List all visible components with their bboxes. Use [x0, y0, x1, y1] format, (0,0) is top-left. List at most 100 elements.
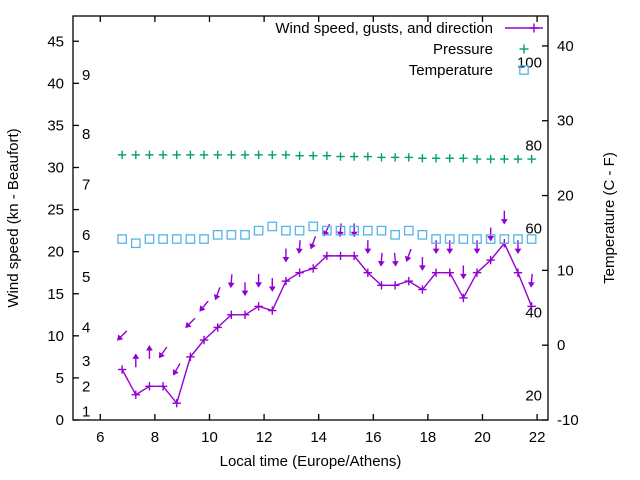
x-tick-label: 10 — [201, 429, 218, 446]
temperature-point — [376, 225, 387, 236]
temperature-point — [485, 234, 496, 244]
y2-tick-label: 30 — [557, 113, 574, 130]
wind-direction-arrow-head — [172, 369, 179, 376]
temperature-point — [499, 234, 510, 244]
beaufort-label: 3 — [82, 353, 90, 370]
beaufort-label: 1 — [82, 404, 90, 421]
wind-direction-arrow-head — [185, 321, 192, 328]
y2-tick-label: 40 — [557, 38, 574, 55]
y-axis-title: Wind speed (kn - Beaufort) — [5, 128, 22, 307]
y-tick-label: 15 — [47, 286, 64, 303]
wind-direction-arrow-head — [336, 231, 344, 238]
wind-direction-arrow-head — [309, 243, 316, 250]
beaufort-label: 5 — [82, 269, 90, 286]
y-tick-label: 35 — [47, 117, 64, 134]
beaufort-label: 6 — [82, 227, 90, 244]
wind-direction-arrow-head — [432, 248, 440, 254]
temperature-point — [199, 234, 209, 244]
wind-direction-arrow-head — [227, 282, 235, 289]
legend-marker-temperature — [519, 65, 529, 75]
legend-label-1: Pressure — [433, 41, 493, 58]
x-tick-label: 22 — [529, 429, 546, 446]
wind-direction-arrow-head — [459, 273, 467, 280]
wind-direction-arrow-head — [364, 248, 372, 254]
y-tick-label: 0 — [56, 412, 64, 429]
temperature-point — [130, 238, 141, 249]
temperature-point — [294, 225, 305, 236]
legend-label-0: Wind speed, gusts, and direction — [275, 20, 493, 37]
x-tick-label: 18 — [420, 429, 437, 446]
wind-direction-arrow-head — [487, 235, 495, 242]
fahrenheit-label: 60 — [525, 220, 542, 237]
wind-speed-line — [121, 241, 533, 405]
legend-label-2: Temperature — [409, 62, 493, 79]
wind-direction-arrow-head — [500, 219, 508, 225]
wind-direction-arrow-head — [377, 260, 385, 267]
temperature-point — [308, 221, 319, 232]
x-tick-label: 12 — [256, 429, 273, 446]
beaufort-label: 4 — [82, 319, 90, 336]
temperature-point — [362, 225, 373, 236]
temperature-point — [335, 225, 346, 236]
temperature-point — [513, 234, 523, 244]
plot-frame — [72, 15, 549, 421]
y-tick-label: 10 — [47, 328, 64, 345]
x-axis-title: Local time (Europe/Athens) — [220, 453, 402, 470]
temperature-point — [390, 229, 400, 240]
wind-direction-arrow-head — [117, 334, 124, 341]
y-tick-label: 40 — [47, 75, 64, 92]
wind-direction-arrow-head — [213, 294, 221, 301]
temperature-point — [349, 225, 360, 236]
x-tick-label: 16 — [365, 429, 382, 446]
wind-direction-arrow-head — [132, 353, 140, 359]
temperature-point — [212, 229, 223, 240]
y2-axis-title: Temperature (C - F) — [601, 152, 618, 284]
wind-direction-arrow-head — [528, 281, 535, 288]
y-tick-label: 45 — [47, 33, 64, 50]
temperature-point — [171, 234, 182, 244]
y2-tick-label: -10 — [557, 412, 579, 429]
temperature-point — [226, 229, 237, 240]
y-tick-label: 20 — [47, 244, 64, 261]
temperature-point — [472, 234, 482, 244]
y-tick-label: 30 — [47, 160, 64, 177]
beaufort-label: 7 — [82, 176, 90, 193]
temperature-point — [444, 234, 455, 244]
x-tick-label: 14 — [310, 429, 327, 446]
x-tick-label: 6 — [96, 429, 104, 446]
temperature-point — [526, 234, 537, 244]
temperature-point — [158, 234, 168, 244]
y2-tick-label: 20 — [557, 188, 574, 205]
wind-direction-arrow-head — [514, 248, 522, 254]
wind-direction-arrow-head — [473, 248, 481, 254]
fahrenheit-label: 40 — [525, 304, 542, 321]
fahrenheit-label: 100 — [517, 54, 542, 71]
temperature-point — [281, 225, 291, 236]
wind-direction-arrow-head — [296, 248, 303, 254]
fahrenheit-label: 80 — [525, 137, 542, 154]
wind-direction-arrow-head — [255, 282, 263, 288]
wind-direction-arrow-head — [241, 290, 249, 297]
temperature-point — [267, 221, 278, 232]
y2-tick-label: 10 — [557, 262, 574, 279]
y-tick-label: 25 — [47, 202, 64, 219]
temperature-point — [253, 225, 264, 236]
temperature-point — [403, 225, 414, 236]
wind-direction-arrow-head — [446, 248, 454, 254]
wind-direction-arrow-head — [146, 345, 153, 351]
temperature-point — [322, 225, 332, 236]
fahrenheit-label: 20 — [525, 387, 542, 404]
wind-direction-arrow-head — [158, 351, 165, 359]
wind-direction-arrow-head — [419, 265, 426, 271]
beaufort-label: 2 — [82, 378, 90, 395]
wind-direction-arrow-head — [404, 255, 412, 262]
temperature-point — [458, 234, 469, 244]
beaufort-label: 9 — [82, 67, 90, 84]
x-tick-label: 20 — [474, 429, 491, 446]
temperature-point — [117, 234, 127, 244]
temperature-point — [185, 234, 196, 244]
temperature-point — [144, 234, 155, 244]
temperature-point — [240, 229, 250, 240]
